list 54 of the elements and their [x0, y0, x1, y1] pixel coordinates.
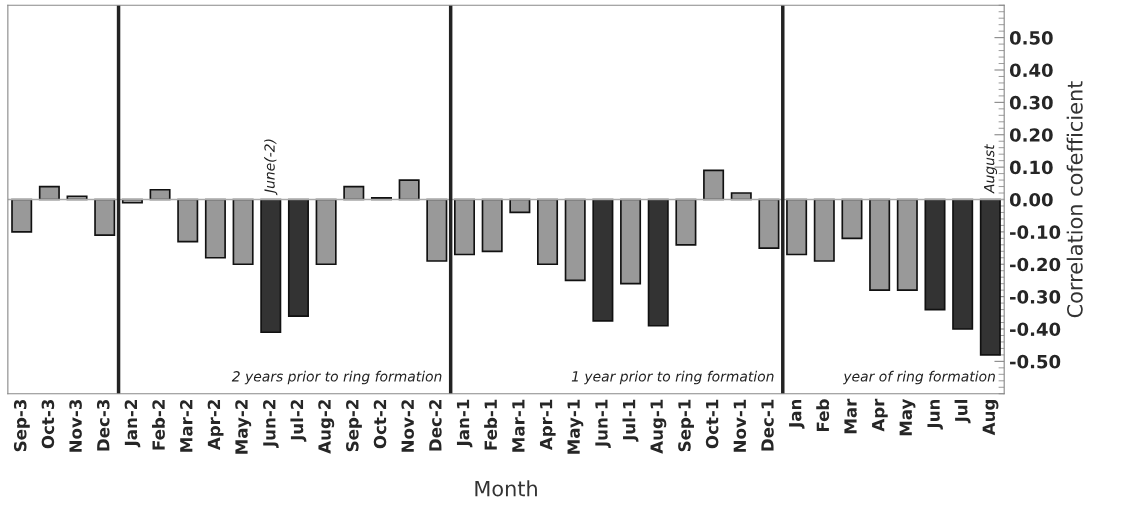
annotation: August: [984, 143, 998, 194]
y-tick-label: 0.00: [1009, 192, 1053, 207]
y-tick-label: 0.30: [1009, 95, 1053, 110]
x-tick-label: Nov-1: [733, 399, 747, 452]
y-tick-label: -0.20: [1010, 257, 1061, 272]
x-tick-label: Dec-1: [761, 399, 774, 451]
y-axis-title: Correlation cofefficient: [1066, 81, 1083, 318]
annotation: 1 year prior to ring formation: [571, 370, 774, 385]
x-tick-label: Oct-1: [705, 399, 719, 449]
x-tick-label: Feb-1: [484, 399, 498, 450]
annotation: year of ring formation: [843, 370, 995, 385]
x-tick-label: Feb-2: [152, 400, 165, 450]
x-tick-label: Apr-2: [207, 400, 224, 451]
x-tick-label: Aug-2: [318, 400, 335, 454]
y-tick-label: 0.20: [1009, 128, 1053, 142]
x-tick-label: Dec-2: [429, 400, 442, 451]
x-tick-label: Sep-3: [13, 399, 30, 452]
x-tick-label: May-1: [567, 399, 584, 454]
x-tick-label: Aug: [982, 400, 999, 436]
x-tick-label: Mar-2: [179, 400, 193, 452]
annotation: 2 years prior to ring formation: [231, 370, 442, 385]
x-tick-label: Mar: [844, 398, 857, 434]
x-tick-label: Dec-3: [96, 399, 110, 451]
x-tick-label: Sep-2: [346, 400, 362, 452]
y-tick-label: 0.50: [1009, 31, 1053, 45]
x-tick-label: Nov-3: [69, 399, 82, 452]
x-tick-label: Jan-2: [124, 400, 141, 448]
y-tick-label: 0.40: [1009, 63, 1053, 78]
y-tick-label: -0.10: [1010, 225, 1061, 239]
y-tick-label: 0.10: [1009, 160, 1053, 175]
x-tick-label: Jun-2: [263, 400, 279, 448]
y-tick-label: -0.40: [1010, 322, 1061, 337]
x-tick-label: Jan-1: [456, 399, 473, 448]
x-tick-label: May: [899, 398, 916, 436]
x-tick-label: Sep-1: [678, 399, 694, 452]
x-tick-label: Jul: [954, 400, 971, 424]
x-tick-label: Feb: [816, 399, 830, 432]
x-tick-label: Nov-2: [401, 400, 414, 452]
annotation: June(-2): [264, 139, 278, 196]
x-tick-label: Jan: [789, 399, 805, 429]
x-tick-label: Mar-1: [512, 399, 525, 452]
x-tick-label: Jul-1: [622, 399, 639, 442]
x-tick-label: Oct-2: [373, 400, 387, 449]
x-tick-label: Oct-3: [41, 399, 55, 449]
x-tick-label: Apr-1: [539, 399, 556, 451]
y-tick-label: -0.50: [1010, 354, 1061, 369]
y-tick-label: -0.30: [1010, 290, 1061, 304]
x-tick-label: May-2: [235, 400, 252, 454]
x-tick-label: Jun-1: [595, 399, 611, 448]
x-tick-label: Apr: [872, 398, 888, 432]
x-axis-title: Month: [475, 480, 537, 497]
x-tick-label: Jun: [927, 399, 943, 430]
x-tick-label: Jul-2: [290, 400, 307, 442]
x-tick-label: Aug-1: [650, 399, 667, 454]
